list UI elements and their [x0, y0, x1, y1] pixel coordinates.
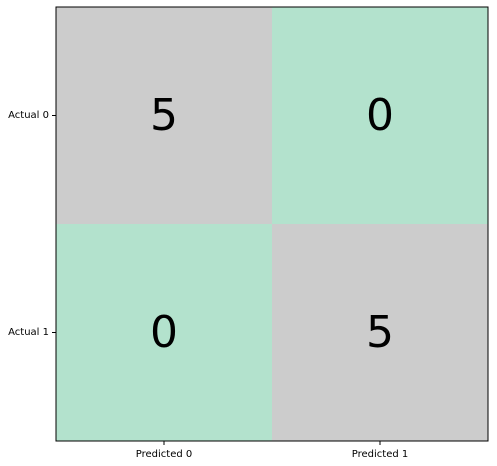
plot-frame — [55, 6, 489, 442]
heatmap-cell-r1-c1 — [272, 224, 488, 441]
cell-value-r0-c0: 5 — [150, 90, 178, 141]
cell-value-r1-c0: 0 — [150, 307, 178, 358]
x-axis: Predicted 0 Predicted 1 — [136, 441, 408, 460]
cell-value-r0-c1: 0 — [366, 90, 394, 141]
values-layer: 5 0 0 5 — [150, 90, 394, 358]
y-tick-label-0: Actual 0 — [8, 110, 49, 121]
cells-layer — [56, 7, 488, 441]
heatmap-cell-r0-c0 — [56, 7, 272, 224]
y-tick-label-1: Actual 1 — [8, 327, 49, 338]
heatmap-cell-r1-c0 — [56, 224, 272, 441]
x-tick-label-0: Predicted 0 — [136, 449, 192, 460]
y-axis: Actual 0 Actual 1 — [8, 110, 56, 338]
x-tick-label-1: Predicted 1 — [352, 449, 408, 460]
heatmap-cell-r0-c1 — [272, 7, 488, 224]
cell-value-r1-c1: 5 — [366, 307, 394, 358]
